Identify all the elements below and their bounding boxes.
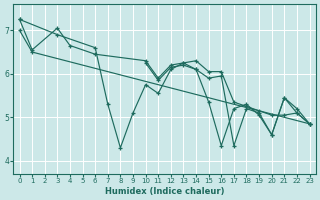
X-axis label: Humidex (Indice chaleur): Humidex (Indice chaleur)	[105, 187, 224, 196]
